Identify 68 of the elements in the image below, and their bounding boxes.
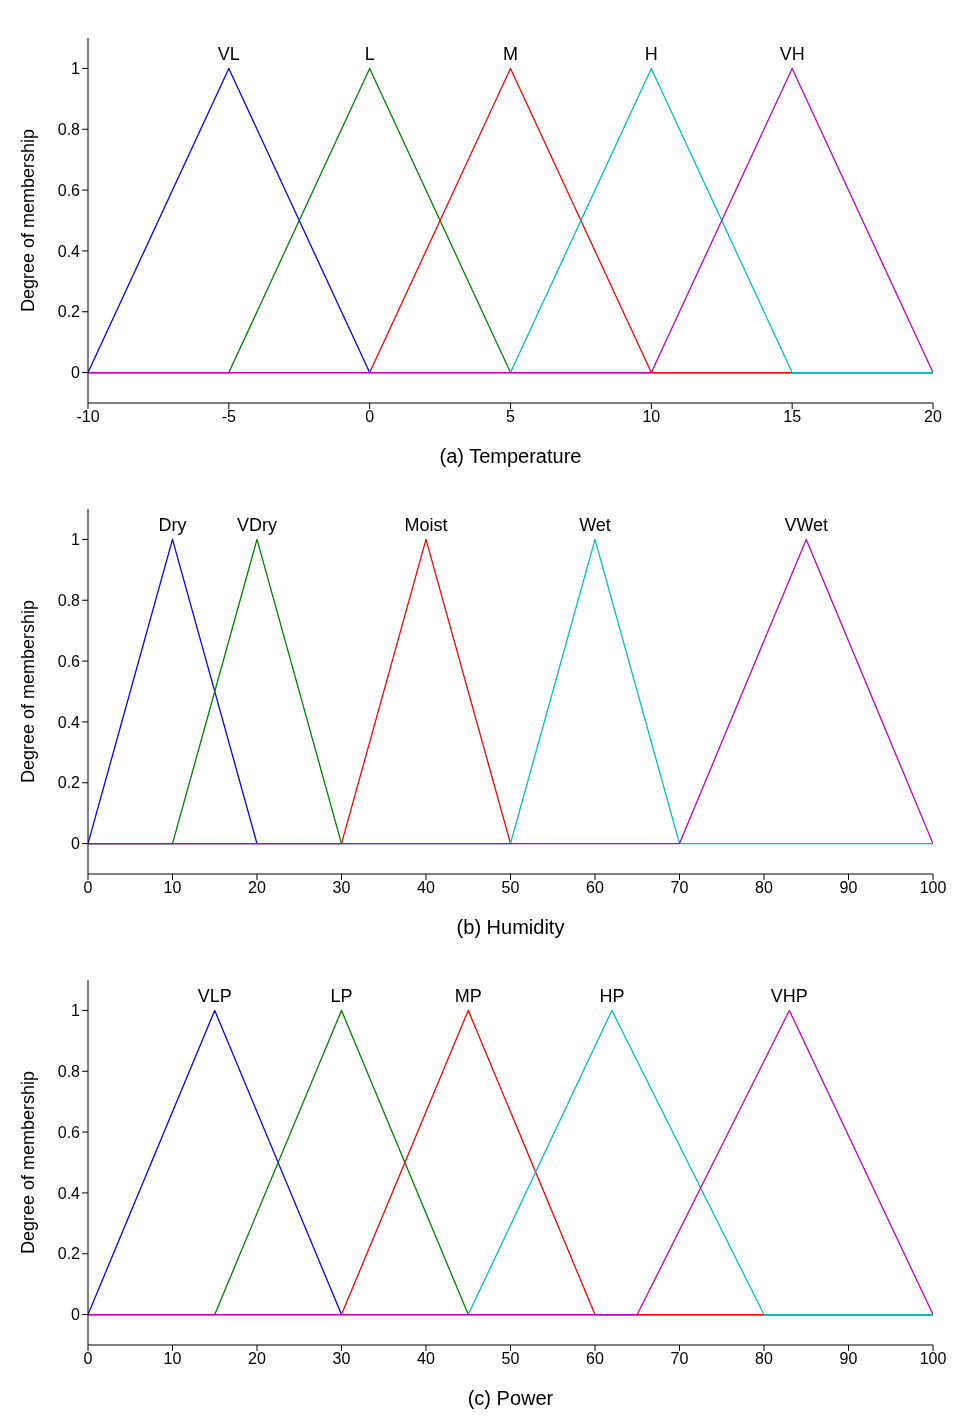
series-label: LP	[330, 986, 353, 1007]
y-tick-label: 0.6	[57, 1123, 81, 1141]
series-label: H	[644, 44, 658, 65]
series-label: VDry	[237, 515, 277, 536]
y-tick-label: 1	[71, 60, 81, 78]
x-tick-label: 30	[332, 1350, 351, 1368]
series-label: M	[503, 44, 518, 65]
y-tick-label: 0.2	[57, 774, 81, 792]
x-axis-title: (b) Humidity	[456, 916, 565, 938]
x-tick-label: 60	[586, 879, 604, 897]
x-tick-label: 40	[417, 1350, 435, 1368]
series-label: Moist	[404, 515, 448, 536]
y-axis-title: Degree of membership	[18, 599, 39, 784]
y-tick-label: 0.8	[57, 1062, 81, 1080]
series-label: VH	[779, 44, 805, 65]
x-tick-label: 20	[248, 1350, 266, 1368]
series-label: VHP	[770, 986, 808, 1007]
x-tick-label: 70	[670, 1350, 689, 1368]
x-tick-label: 5	[506, 408, 516, 426]
x-tick-label: 0	[83, 1350, 93, 1368]
x-tick-label: 10	[642, 408, 661, 426]
y-tick-label: 0	[71, 835, 81, 853]
x-tick-label: 80	[755, 1350, 773, 1368]
y-tick-label: 1	[71, 531, 81, 549]
x-tick-label: 30	[332, 879, 351, 897]
x-tick-label: 20	[924, 408, 942, 426]
x-tick-label: 10	[163, 1350, 182, 1368]
x-tick-label: 50	[501, 879, 520, 897]
y-tick-label: 0.2	[57, 1245, 81, 1263]
y-tick-label: 0.4	[57, 1184, 81, 1202]
x-tick-label: 15	[783, 408, 802, 426]
y-axis-title: Degree of membership	[18, 1070, 39, 1255]
x-tick-label: 80	[755, 879, 773, 897]
x-tick-label: 60	[586, 1350, 604, 1368]
x-tick-label: -10	[76, 408, 100, 426]
series-label: VWet	[784, 515, 829, 536]
y-tick-label: 0.4	[57, 242, 81, 260]
y-axis-title: Degree of membership	[18, 128, 39, 313]
x-tick-label: 0	[83, 879, 93, 897]
x-tick-label: 90	[839, 879, 858, 897]
series-label: L	[364, 44, 375, 65]
series-label: VLP	[197, 986, 232, 1007]
x-tick-label: 50	[501, 1350, 520, 1368]
x-axis-title: (c) Power	[467, 1387, 554, 1409]
y-tick-label: 0.8	[57, 591, 81, 609]
x-tick-label: 100	[919, 879, 947, 897]
y-tick-label: 0.2	[57, 303, 81, 321]
series-label: Wet	[579, 515, 611, 536]
series-label: MP	[454, 986, 482, 1007]
x-axis-title: (a) Temperature	[439, 445, 582, 467]
y-tick-label: 1	[71, 1002, 81, 1020]
y-tick-label: 0.6	[57, 181, 81, 199]
x-tick-label: 100	[919, 1350, 947, 1368]
y-tick-label: 0.8	[57, 120, 81, 138]
x-tick-label: 40	[417, 879, 435, 897]
x-tick-label: 10	[163, 879, 182, 897]
y-tick-label: 0	[71, 364, 81, 382]
x-tick-label: 0	[365, 408, 375, 426]
y-tick-label: 0.6	[57, 652, 81, 670]
series-label: Dry	[158, 515, 187, 536]
x-tick-label: -5	[221, 408, 237, 426]
series-label: VL	[217, 44, 240, 65]
y-tick-label: 0.4	[57, 713, 81, 731]
y-tick-label: 0	[71, 1306, 81, 1324]
x-tick-label: 70	[670, 879, 689, 897]
x-tick-label: 20	[248, 879, 266, 897]
x-tick-label: 90	[839, 1350, 858, 1368]
series-label: HP	[599, 986, 625, 1007]
